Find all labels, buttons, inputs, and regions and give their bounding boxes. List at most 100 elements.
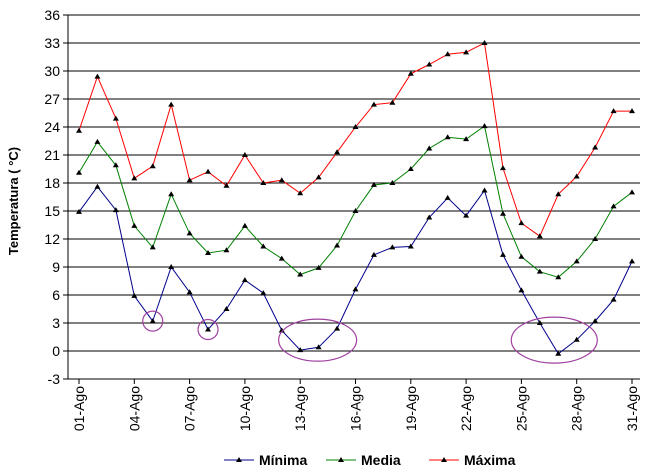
data-point: [370, 101, 377, 107]
x-tick-label: 22-Ago: [458, 386, 474, 431]
data-point: [518, 220, 525, 226]
data-point: [518, 253, 525, 259]
y-tick-label: 0: [52, 343, 60, 359]
y-tick-label: 3: [52, 315, 60, 331]
data-point: [278, 327, 285, 333]
data-point: [76, 169, 82, 175]
data-point: [610, 203, 617, 209]
data-point: [444, 51, 451, 57]
data-point: [76, 208, 82, 214]
gridlines: [63, 14, 640, 380]
data-point: [241, 277, 248, 283]
data-point: [536, 268, 543, 274]
data-point: [186, 177, 193, 183]
data-point: [481, 123, 488, 129]
data-point: [499, 210, 506, 216]
data-point: [629, 189, 635, 195]
legend-label: Máxima: [464, 452, 516, 468]
data-point: [241, 222, 248, 228]
data-point: [223, 247, 230, 253]
data-point: [352, 208, 359, 213]
data-point: [389, 99, 396, 105]
data-point: [94, 183, 101, 189]
legend-label: Mínima: [259, 452, 307, 468]
data-point: [223, 306, 230, 311]
y-tick-label: -3: [48, 371, 61, 387]
data-point: [629, 258, 635, 264]
data-point: [389, 180, 396, 185]
data-point: [407, 70, 414, 76]
data-point: [426, 145, 433, 151]
data-point: [592, 318, 599, 324]
x-tick-label: 10-Ago: [237, 386, 253, 431]
data-point: [407, 166, 414, 171]
data-point: [168, 101, 175, 107]
data-point: [499, 165, 506, 171]
y-tick-label: 15: [44, 203, 60, 219]
series-lines: [76, 40, 635, 356]
data-point: [112, 207, 119, 213]
annotation-ellipse: [510, 316, 598, 364]
data-point: [463, 212, 470, 218]
data-point: [131, 222, 138, 228]
data-point: [592, 144, 599, 150]
data-point: [112, 115, 119, 121]
x-tick-label: 19-Ago: [403, 386, 419, 431]
data-point: [278, 177, 285, 183]
data-point: [76, 127, 82, 133]
data-point: [149, 244, 156, 250]
data-point: [186, 289, 193, 295]
data-point: [94, 138, 101, 144]
data-point: [315, 174, 322, 180]
data-point: [112, 162, 119, 168]
data-point: [334, 149, 341, 155]
series-line-1: [78, 125, 633, 278]
x-tick-labels: 01-Ago 04-Ago 07-Ago 10-Ago 13-Ago 16-Ago 19-A…: [71, 379, 640, 431]
data-point: [610, 296, 617, 302]
data-point: [205, 326, 212, 332]
data-point: [205, 250, 212, 255]
data-point: [149, 163, 156, 169]
data-point: [573, 336, 580, 342]
data-point: [186, 230, 193, 236]
y-tick-label: 9: [52, 259, 60, 275]
y-tick-label: 27: [44, 91, 60, 107]
y-tick-label: 18: [44, 175, 60, 191]
data-point: [370, 181, 377, 187]
data-point: [315, 264, 322, 270]
data-point: [389, 244, 396, 250]
data-point: [241, 152, 248, 157]
annotation-ellipse: [278, 318, 358, 362]
data-point: [555, 191, 562, 197]
x-tick-label: 25-Ago: [513, 386, 529, 431]
x-tick-label: 13-Ago: [292, 386, 308, 431]
data-point: [444, 134, 451, 140]
data-point: [297, 190, 304, 196]
y-tick-label: 36: [44, 7, 60, 23]
y-tick-label: 21: [44, 147, 60, 163]
data-point: [205, 168, 212, 174]
data-point: [297, 271, 304, 277]
data-point: [629, 108, 635, 114]
legend-label: Media: [361, 452, 401, 468]
data-point: [260, 243, 267, 249]
data-point: [463, 49, 470, 55]
axes: [67, 15, 640, 380]
data-point: [334, 325, 341, 331]
data-point: [260, 180, 267, 185]
x-tick-label: 07-Ago: [182, 386, 198, 431]
data-point: [149, 318, 156, 324]
data-point: [131, 292, 138, 298]
data-point: [370, 251, 377, 257]
data-point: [610, 108, 617, 114]
data-point: [168, 264, 175, 269]
y-tick-label: 12: [44, 231, 60, 247]
series-line-2: [78, 42, 632, 237]
y-tick-label: 30: [44, 63, 60, 79]
y-tick-label: 33: [44, 35, 60, 51]
data-point: [297, 347, 304, 353]
x-tick-label: 28-Ago: [569, 386, 585, 431]
data-point: [94, 73, 101, 79]
data-point: [481, 40, 488, 45]
